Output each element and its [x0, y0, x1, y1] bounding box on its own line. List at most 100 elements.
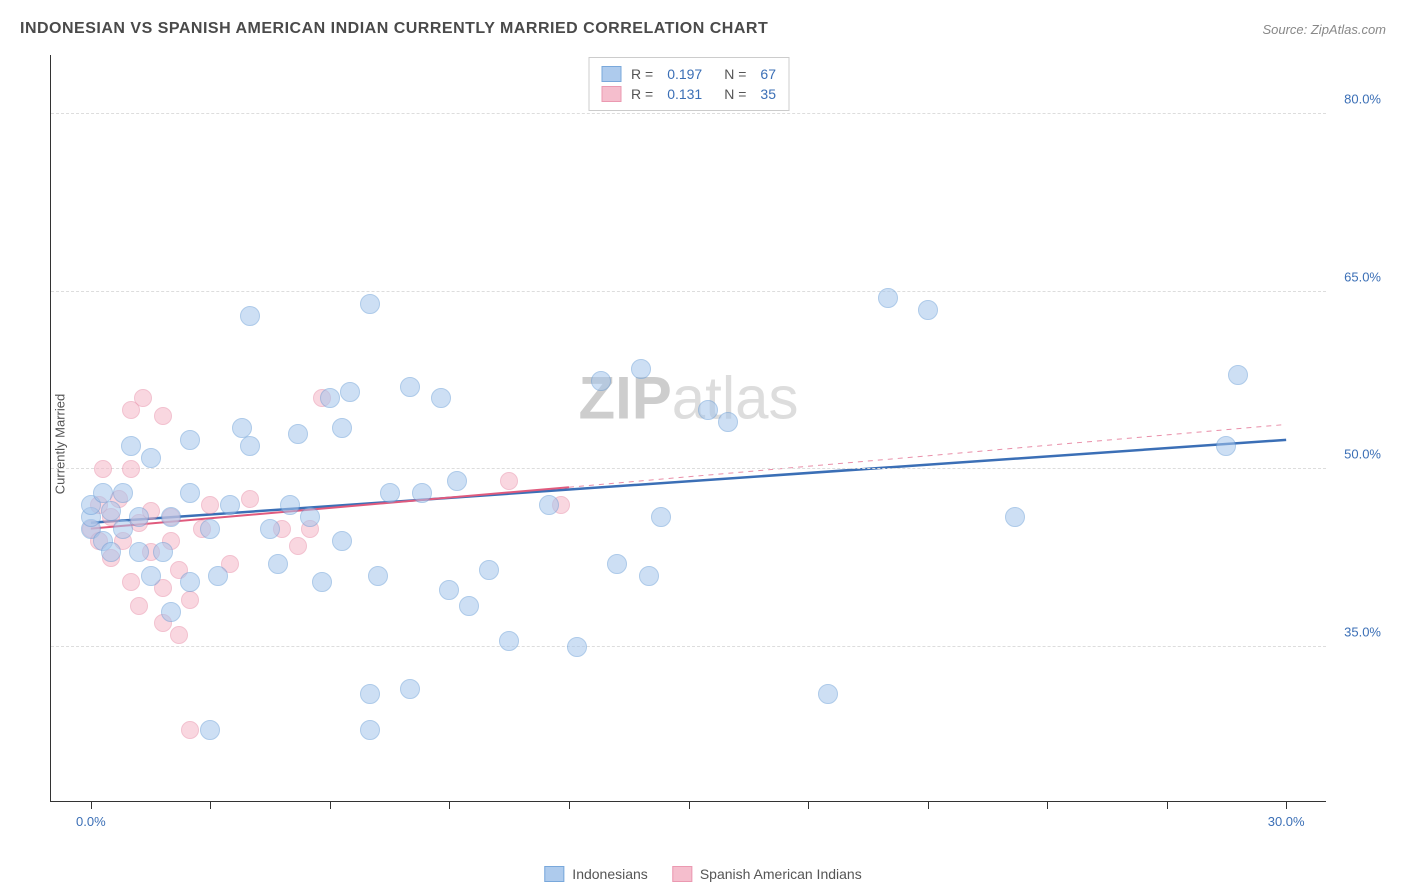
legend-row-blue: R = 0.197 N = 67 [601, 64, 776, 84]
scatter-point [499, 631, 519, 651]
scatter-point [639, 566, 659, 586]
y-tick-label: 35.0% [1344, 625, 1381, 640]
y-tick-label: 50.0% [1344, 447, 1381, 462]
scatter-point [332, 418, 352, 438]
scatter-point [479, 560, 499, 580]
scatter-point [400, 377, 420, 397]
scatter-point [288, 424, 308, 444]
legend-n-blue: 67 [760, 66, 776, 82]
scatter-point [289, 537, 307, 555]
scatter-point [360, 294, 380, 314]
scatter-point [220, 495, 240, 515]
scatter-point [181, 721, 199, 739]
x-tick-label: 30.0% [1268, 814, 1305, 829]
scatter-point [332, 531, 352, 551]
y-tick-label: 65.0% [1344, 269, 1381, 284]
scatter-point [878, 288, 898, 308]
gridline [51, 291, 1326, 292]
scatter-point [129, 507, 149, 527]
scatter-point [591, 371, 611, 391]
scatter-point [180, 572, 200, 592]
scatter-point [380, 483, 400, 503]
scatter-point [134, 389, 152, 407]
legend-r-label: R = [631, 66, 653, 82]
x-tick [210, 801, 211, 809]
scatter-point [260, 519, 280, 539]
source-label: Source: ZipAtlas.com [1262, 22, 1386, 37]
legend-r-blue: 0.197 [667, 66, 702, 82]
scatter-point [130, 597, 148, 615]
scatter-point [368, 566, 388, 586]
gridline [51, 468, 1326, 469]
scatter-point [360, 684, 380, 704]
scatter-point [439, 580, 459, 600]
gridline [51, 646, 1326, 647]
scatter-point [201, 496, 219, 514]
scatter-point [141, 566, 161, 586]
scatter-point [141, 448, 161, 468]
scatter-point [153, 542, 173, 562]
scatter-point [280, 495, 300, 515]
scatter-point [170, 626, 188, 644]
scatter-point [180, 483, 200, 503]
scatter-point [94, 460, 112, 478]
scatter-point [101, 501, 121, 521]
bottom-legend: Indonesians Spanish American Indians [544, 866, 861, 882]
chart-container: Currently Married ZIPatlas R = 0.197 N =… [50, 55, 1386, 832]
scatter-point [122, 460, 140, 478]
legend-r-label: R = [631, 86, 653, 102]
bottom-legend-blue: Indonesians [544, 866, 648, 882]
bottom-legend-pink: Spanish American Indians [672, 866, 862, 882]
x-tick [449, 801, 450, 809]
scatter-point [718, 412, 738, 432]
x-tick [1167, 801, 1168, 809]
scatter-point [101, 542, 121, 562]
scatter-point [447, 471, 467, 491]
x-tick [808, 801, 809, 809]
scatter-point [631, 359, 651, 379]
watermark: ZIPatlas [578, 364, 798, 433]
scatter-point [320, 388, 340, 408]
legend-swatch-pink [672, 866, 692, 882]
scatter-point [122, 573, 140, 591]
x-tick [569, 801, 570, 809]
scatter-point [300, 507, 320, 527]
x-tick-label: 0.0% [76, 814, 106, 829]
legend-n-label: N = [724, 66, 746, 82]
scatter-point [161, 602, 181, 622]
scatter-point [312, 572, 332, 592]
x-tick [689, 801, 690, 809]
legend-swatch-pink [601, 86, 621, 102]
scatter-point [240, 306, 260, 326]
x-tick [330, 801, 331, 809]
scatter-point [1216, 436, 1236, 456]
legend-row-pink: R = 0.131 N = 35 [601, 84, 776, 104]
scatter-point [500, 472, 518, 490]
x-tick [1286, 801, 1287, 809]
legend-r-pink: 0.131 [667, 86, 702, 102]
scatter-point [818, 684, 838, 704]
legend-n-label: N = [724, 86, 746, 102]
y-tick-label: 80.0% [1344, 92, 1381, 107]
scatter-point [918, 300, 938, 320]
scatter-point [360, 720, 380, 740]
scatter-point [400, 679, 420, 699]
scatter-point [539, 495, 559, 515]
scatter-point [651, 507, 671, 527]
scatter-point [1005, 507, 1025, 527]
scatter-point [180, 430, 200, 450]
x-tick [91, 801, 92, 809]
scatter-point [129, 542, 149, 562]
legend-n-pink: 35 [760, 86, 776, 102]
chart-title: INDONESIAN VS SPANISH AMERICAN INDIAN CU… [20, 20, 768, 38]
x-tick [928, 801, 929, 809]
scatter-point [181, 591, 199, 609]
scatter-point [200, 720, 220, 740]
scatter-point [459, 596, 479, 616]
legend-box: R = 0.197 N = 67 R = 0.131 N = 35 [588, 57, 789, 111]
plot-area: ZIPatlas R = 0.197 N = 67 R = 0.131 N = … [50, 55, 1326, 802]
gridline [51, 113, 1326, 114]
legend-swatch-blue [544, 866, 564, 882]
scatter-point [340, 382, 360, 402]
scatter-point [241, 490, 259, 508]
